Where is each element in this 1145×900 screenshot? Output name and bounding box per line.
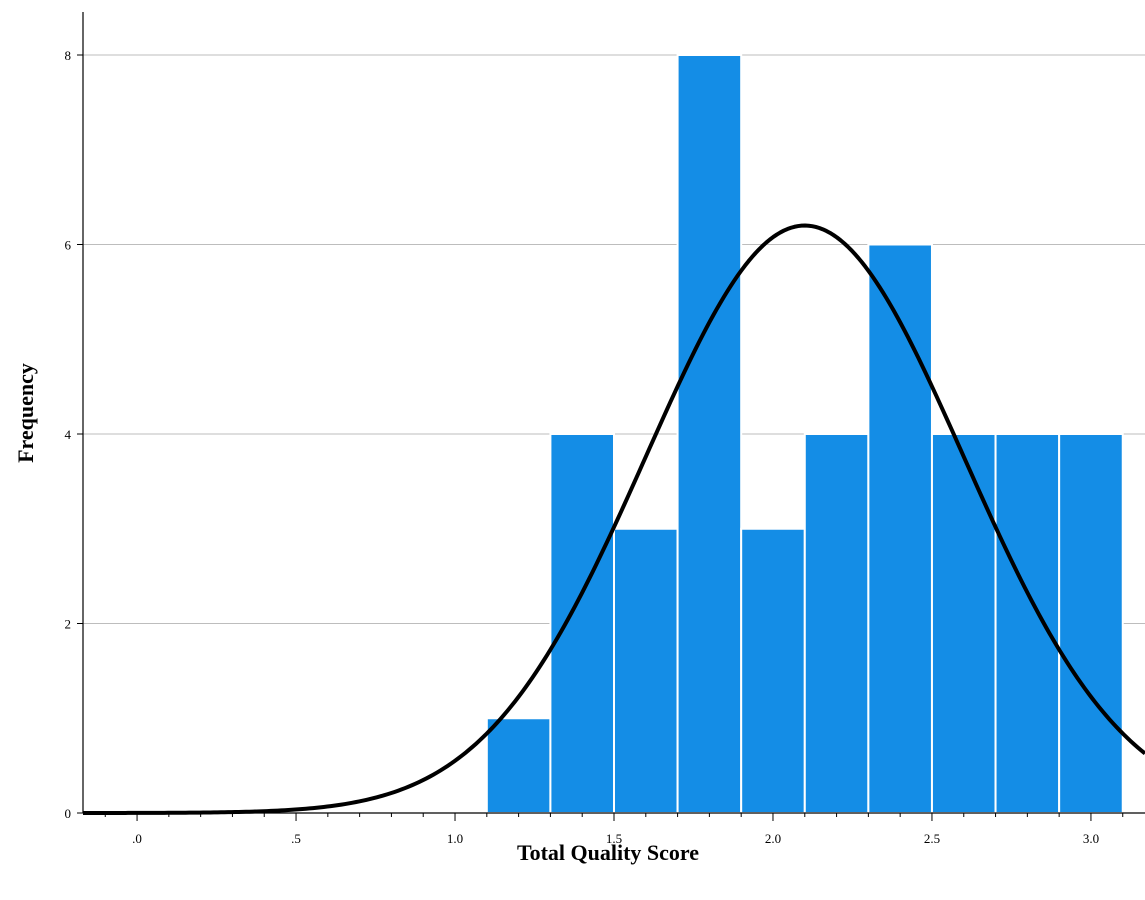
x-tick-label: .0 — [132, 831, 142, 846]
histogram-bar — [740, 527, 806, 814]
y-tick-label: 2 — [65, 617, 72, 632]
x-tick-label: 2.0 — [765, 831, 781, 846]
histogram-bar — [549, 433, 615, 814]
x-tick-label: .5 — [291, 831, 301, 846]
x-tick-label: 3.0 — [1083, 831, 1099, 846]
histogram-bar — [485, 717, 552, 814]
normal-curve — [83, 223, 1145, 815]
histogram-bar — [803, 433, 870, 814]
x-tick-label: 1.5 — [606, 831, 622, 846]
x-tick-label: 1.0 — [447, 831, 463, 846]
histogram-bars — [485, 54, 1124, 814]
histogram-bar — [676, 54, 743, 814]
x-axis-title: Total Quality Score — [517, 840, 699, 865]
histogram-bar — [613, 527, 679, 814]
x-tick-label: 2.5 — [924, 831, 940, 846]
x-tick-labels: .0 .5 1.0 1.5 2.0 2.5 3.0 — [132, 831, 1099, 846]
y-tick-label: 8 — [65, 48, 72, 63]
normal-curve-layer — [83, 223, 1145, 815]
y-tick-label: 4 — [65, 427, 72, 442]
y-tick-label: 6 — [65, 238, 72, 253]
y-tick-label: 0 — [65, 806, 72, 821]
y-axis-title: Frequency — [13, 363, 38, 463]
histogram-bar — [867, 243, 933, 814]
histogram-bar — [1058, 433, 1124, 814]
y-tick-labels: 0 2 4 6 8 — [65, 48, 72, 821]
histogram-bar — [930, 433, 997, 814]
histogram-bar — [994, 433, 1061, 814]
